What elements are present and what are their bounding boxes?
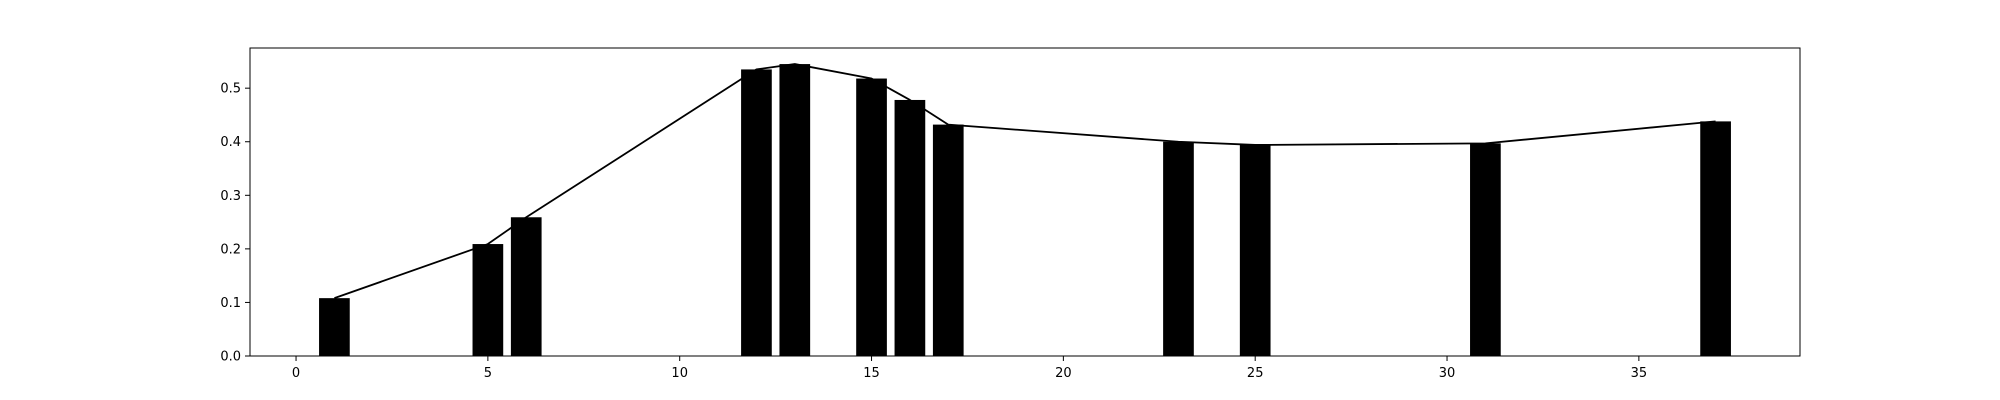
bar-12	[741, 69, 772, 356]
bar-31	[1470, 143, 1501, 356]
x-tick-label: 10	[671, 366, 688, 381]
bar-23	[1163, 141, 1194, 356]
x-tick-label: 15	[863, 366, 880, 381]
y-tick-label: 0.0	[220, 350, 241, 365]
bar-1	[319, 298, 350, 356]
bar-37	[1700, 121, 1731, 357]
bar-15	[856, 78, 887, 357]
x-tick-label: 20	[1055, 366, 1072, 381]
bar-6	[510, 217, 542, 356]
y-tick-label: 0.4	[220, 135, 241, 150]
bars	[319, 64, 1731, 357]
bar-16	[894, 99, 926, 357]
x-tick-label: 0	[292, 366, 300, 381]
plot-frame	[249, 47, 1801, 357]
x-tick-label: 35	[1631, 366, 1648, 381]
axes: 0 5 10 15 20 25 30 35 0.0 0.1 0.2 0.3 0.4 0.5	[220, 47, 1801, 381]
bar-5	[472, 244, 504, 356]
series-line	[334, 63, 1716, 299]
bar-13	[779, 64, 811, 356]
y-tick-label: 0.3	[220, 189, 241, 204]
y-tick-label: 0.1	[220, 296, 241, 311]
bar-17	[932, 124, 964, 356]
x-tick-label: 25	[1247, 366, 1264, 381]
trend-line	[334, 63, 1716, 299]
y-tick-label: 0.5	[220, 82, 241, 97]
x-tick-label: 5	[484, 366, 492, 381]
y-tick-label: 0.2	[220, 242, 241, 257]
bar-25	[1239, 144, 1271, 356]
x-tick-label: 30	[1439, 366, 1456, 381]
